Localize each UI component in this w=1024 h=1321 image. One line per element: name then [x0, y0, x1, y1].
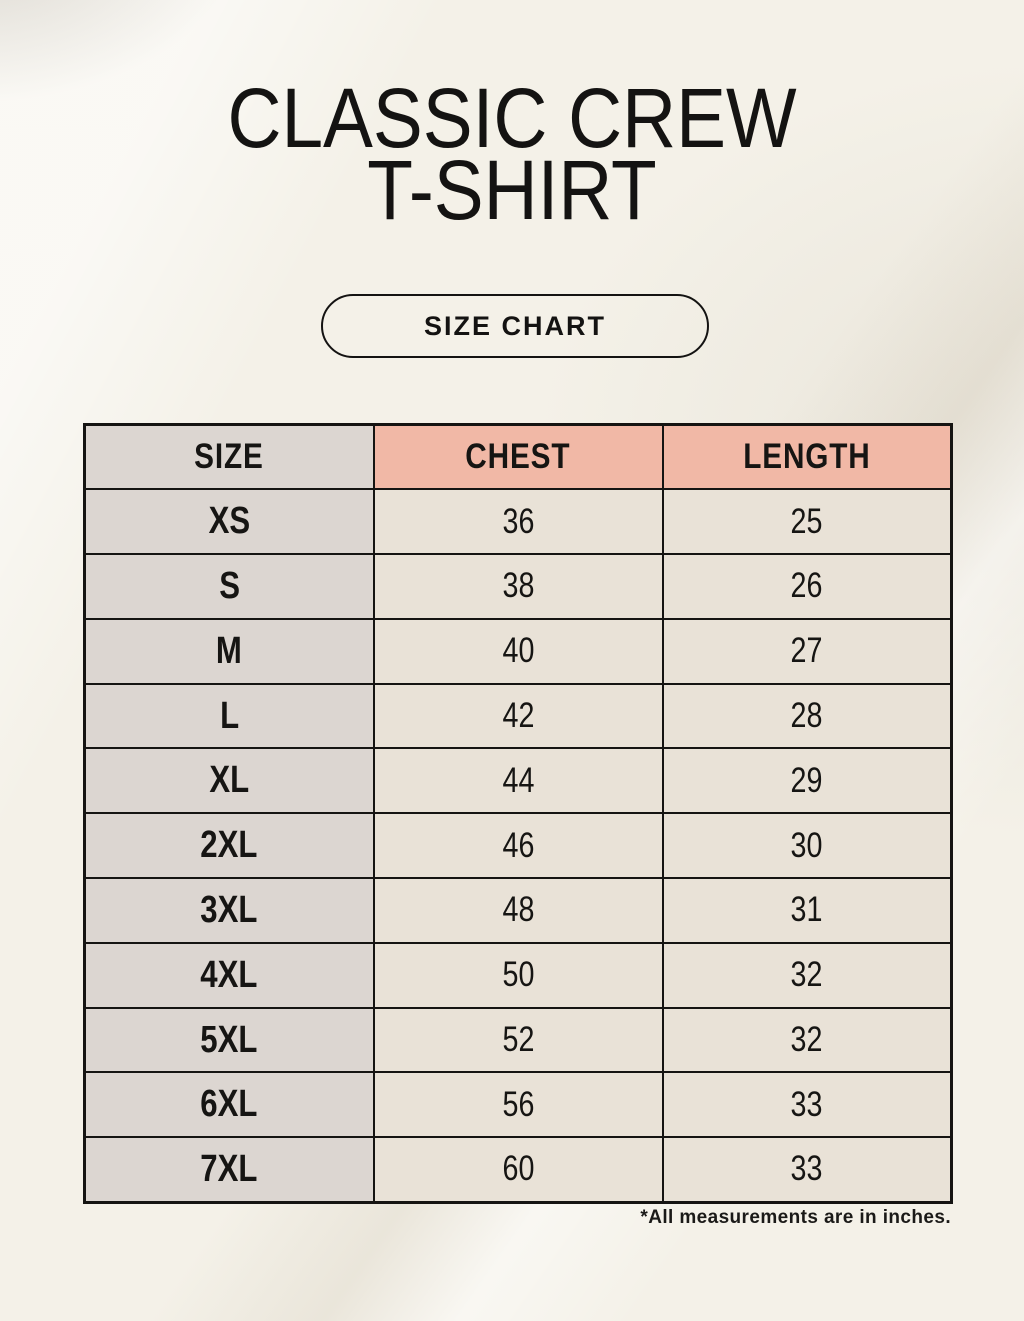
chest-cell: 52 — [372, 1006, 664, 1074]
length-cell: 27 — [661, 617, 953, 685]
length-cell: 31 — [661, 877, 953, 944]
table-row: 5XL 52 32 — [83, 1006, 953, 1074]
size-chart-button-label: SIZE CHART — [424, 310, 606, 341]
length-cell: 33 — [661, 1071, 953, 1139]
size-cell: 2XL — [83, 812, 375, 880]
length-cell: 32 — [661, 1006, 953, 1074]
length-cell: 28 — [661, 682, 953, 750]
size-cell: 6XL — [83, 1071, 375, 1139]
size-cell: 3XL — [83, 877, 375, 944]
product-title-line2: T-SHIRT — [367, 143, 657, 237]
chest-cell: 44 — [372, 747, 664, 815]
chest-cell: 60 — [372, 1136, 664, 1204]
table-row: 7XL 60 33 — [83, 1136, 953, 1204]
length-cell: 25 — [661, 488, 953, 556]
length-cell: 32 — [661, 941, 953, 1009]
size-cell: 5XL — [83, 1006, 375, 1074]
table-row: 2XL 46 30 — [83, 812, 953, 880]
size-cell: XL — [83, 747, 375, 815]
size-cell: 4XL — [83, 941, 375, 1009]
size-table: SIZE CHEST LENGTH XS 36 25 S 38 26 M 40 … — [83, 423, 953, 1204]
table-row: 3XL 48 31 — [83, 877, 953, 944]
chest-cell: 38 — [372, 553, 664, 620]
length-cell: 33 — [661, 1136, 953, 1204]
chest-cell: 48 — [372, 877, 664, 944]
chest-cell: 50 — [372, 941, 664, 1009]
length-cell: 26 — [661, 553, 953, 620]
size-cell: 7XL — [83, 1136, 375, 1204]
size-cell: S — [83, 553, 375, 620]
chest-cell: 56 — [372, 1071, 664, 1139]
column-header-chest: CHEST — [372, 423, 664, 491]
product-title-line1: CLASSIC CREW — [227, 71, 797, 165]
column-header-size: SIZE — [83, 423, 375, 491]
column-header-length: LENGTH — [661, 423, 953, 491]
chest-cell: 36 — [372, 488, 664, 556]
table-row: S 38 26 — [83, 553, 953, 620]
chest-cell: 40 — [372, 617, 664, 685]
size-chart-button[interactable]: SIZE CHART — [321, 294, 709, 358]
table-row: XS 36 25 — [83, 488, 953, 556]
table-row: 4XL 50 32 — [83, 941, 953, 1009]
table-row: 6XL 56 33 — [83, 1071, 953, 1139]
chest-cell: 42 — [372, 682, 664, 750]
size-cell: L — [83, 682, 375, 750]
table-header-row: SIZE CHEST LENGTH — [83, 423, 953, 491]
size-cell: XS — [83, 488, 375, 556]
length-cell: 30 — [661, 812, 953, 880]
table-row: L 42 28 — [83, 682, 953, 750]
product-title: CLASSIC CREW T-SHIRT — [56, 71, 967, 237]
chest-cell: 46 — [372, 812, 664, 880]
table-row: M 40 27 — [83, 617, 953, 685]
measurements-footnote: *All measurements are in inches. — [640, 1207, 951, 1228]
length-cell: 29 — [661, 747, 953, 815]
table-row: XL 44 29 — [83, 747, 953, 815]
size-cell: M — [83, 617, 375, 685]
